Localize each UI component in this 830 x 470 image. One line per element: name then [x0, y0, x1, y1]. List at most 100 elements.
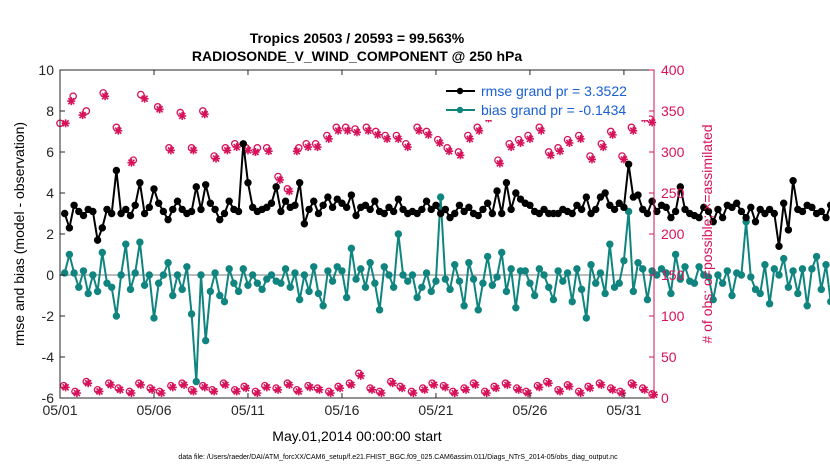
rmse-point	[70, 201, 78, 210]
rmse-point	[305, 205, 313, 214]
bias-point	[154, 279, 163, 287]
bias-point	[695, 263, 703, 271]
bias-point	[65, 250, 74, 259]
bias-point	[526, 279, 534, 287]
bias-point	[469, 275, 478, 283]
bias-point	[84, 289, 92, 298]
rmse-point	[60, 209, 69, 218]
bias-point	[324, 267, 332, 275]
rmse-point	[784, 226, 793, 234]
bias-point	[822, 261, 830, 269]
rmse-point	[493, 187, 501, 195]
rmse-point	[300, 220, 309, 228]
bias-point	[493, 273, 501, 281]
x-tick-label: 05/26	[512, 402, 547, 418]
bias-point	[817, 285, 825, 294]
bias-point	[352, 275, 360, 283]
bias-point	[211, 269, 219, 277]
bias-point	[803, 302, 811, 310]
rmse-point	[775, 242, 783, 251]
chart-subtitle: RADIOSONDE_V_WIND_COMPONENT @ 250 hPa	[192, 48, 522, 64]
bias-point	[131, 269, 139, 277]
bias-point	[559, 277, 567, 285]
obs-assimilated-marker	[275, 175, 284, 184]
obs-assimilated-marker	[166, 146, 175, 155]
bias-point	[432, 277, 440, 285]
rmse-point	[319, 201, 327, 210]
obs-assimilated-marker	[84, 379, 93, 388]
rmse-point	[455, 201, 464, 210]
rmse-point	[131, 201, 139, 210]
rmse-point	[248, 203, 257, 212]
bias-point	[601, 289, 609, 298]
rmse-point	[126, 211, 135, 220]
bias-point	[587, 261, 595, 269]
bias-point	[798, 265, 807, 273]
bias-point	[662, 269, 670, 277]
rmse-point	[507, 205, 515, 214]
obs-assimilated-marker	[420, 385, 429, 394]
rmse-point	[742, 213, 750, 222]
obs-assimilated-marker	[274, 385, 283, 394]
bias-point	[577, 285, 586, 294]
y-tick-label: 0	[46, 267, 54, 283]
obs-assimilated-marker	[223, 146, 232, 155]
obs-assimilated-marker	[403, 143, 412, 152]
obs-assimilated-marker	[640, 385, 649, 394]
rmse-point	[568, 209, 576, 218]
obs-assimilated-marker	[243, 146, 252, 155]
rmse-point	[535, 209, 544, 218]
obs-assimilated-marker	[292, 147, 301, 156]
obs-assimilated-marker	[456, 151, 465, 160]
bias-point	[159, 271, 168, 279]
obs-assimilated-marker	[492, 384, 501, 393]
rmse-point	[596, 193, 605, 201]
rmse-point	[150, 185, 158, 193]
rmse-point	[728, 203, 736, 212]
bias-point	[286, 283, 294, 291]
obs-assimilated-marker	[210, 387, 219, 396]
rmse-point	[436, 209, 445, 218]
obs-assimilated-marker	[106, 380, 115, 389]
bias-point	[253, 279, 262, 287]
rmse-point	[75, 207, 83, 216]
rmse-point	[620, 203, 628, 212]
bias-point	[197, 271, 205, 279]
obs-assimilated-marker	[157, 389, 166, 398]
bias-point	[389, 283, 398, 291]
rmse-point	[239, 140, 247, 148]
bias-point	[455, 277, 464, 285]
rmse-point	[366, 205, 374, 214]
obs-assimilated-marker	[343, 126, 352, 135]
bias-point	[89, 271, 97, 279]
bias-point	[502, 287, 511, 296]
rmse-point	[145, 203, 153, 212]
bias-point	[107, 283, 116, 291]
bias-point	[230, 279, 238, 287]
bias-point	[310, 263, 318, 271]
bias-point	[225, 265, 233, 273]
bias-point	[404, 277, 412, 285]
legend-box	[441, 80, 649, 120]
obs-assimilated-marker	[368, 385, 377, 394]
rmse-point	[822, 213, 830, 222]
rmse-point	[295, 179, 304, 187]
rmse-point	[187, 207, 196, 216]
rmse-point	[676, 183, 685, 191]
rmse-point	[178, 205, 186, 214]
obs-assimilated-marker	[127, 158, 136, 167]
obs-assimilated-marker	[180, 380, 189, 389]
obs-assimilated-marker	[353, 128, 361, 137]
obs-possible-marker	[82, 107, 91, 115]
obs-assimilated-marker	[599, 143, 608, 152]
rmse-point	[234, 207, 243, 216]
rmse-point	[352, 211, 360, 220]
rmse-point	[277, 207, 285, 216]
rmse-point	[483, 199, 492, 207]
y-tick-label: -2	[42, 308, 55, 324]
bias-point	[761, 261, 769, 269]
bias-point	[328, 277, 337, 285]
bias-point	[756, 289, 764, 298]
rmse-point	[747, 203, 755, 212]
rmse-point	[427, 205, 435, 214]
